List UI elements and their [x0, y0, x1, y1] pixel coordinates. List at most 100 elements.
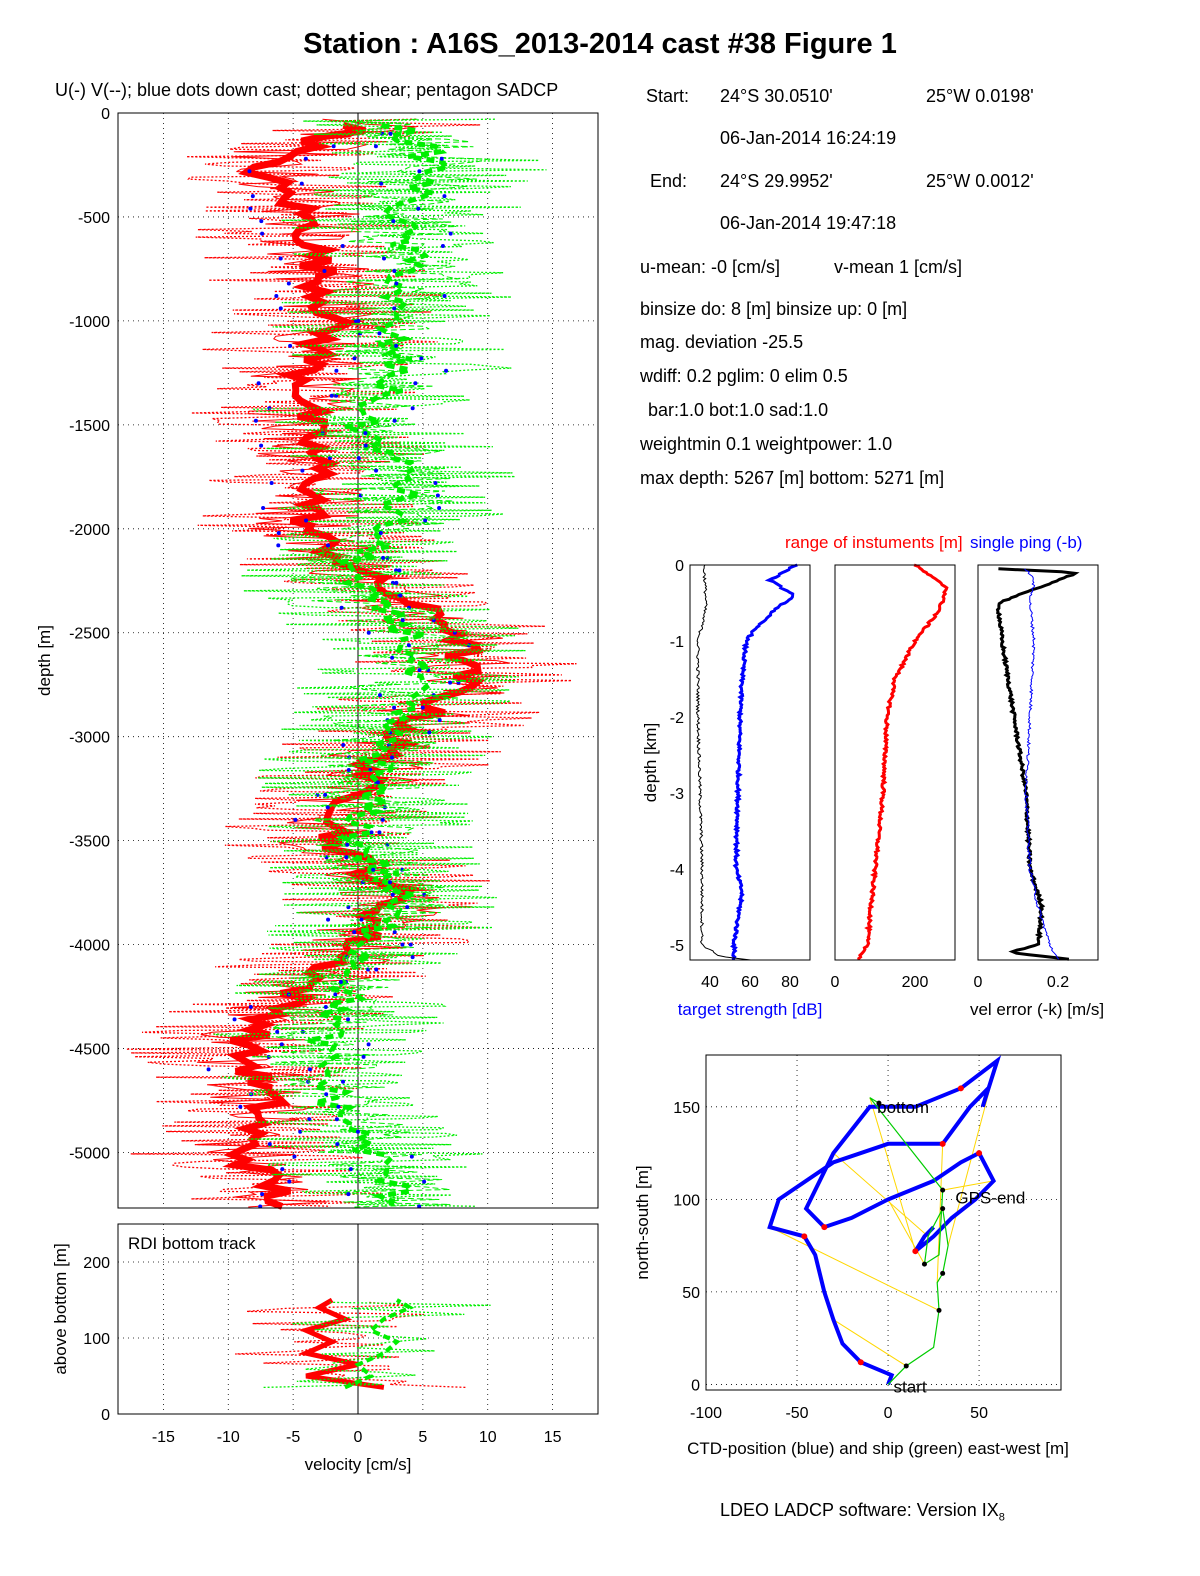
bar-weights: bar:1.0 bot:1.0 sad:1.0	[648, 400, 829, 420]
profile-ytick-label: -3000	[69, 730, 110, 747]
profile-downcast-dot	[267, 406, 272, 411]
profile-downcast-dot	[413, 381, 418, 386]
track-annotation-bottom: bottom	[877, 1098, 929, 1117]
profile-ytick-label: 0	[101, 106, 110, 123]
bottom-track-xtick-label: 15	[544, 1429, 562, 1446]
profile-downcast-dot	[256, 381, 261, 386]
profile-downcast-dot	[339, 605, 344, 610]
diag-xlabel-vel-error: vel error (-k) [m/s]	[970, 1000, 1104, 1019]
diag-title-single-ping: single ping (-b)	[970, 533, 1082, 552]
profile-downcast-dot	[259, 219, 264, 224]
profile-ytick-label: -1000	[69, 314, 110, 331]
profile-downcast-dot	[394, 343, 399, 348]
profile-downcast-dot	[427, 730, 432, 735]
bottom-track-xtick-label: 10	[479, 1429, 497, 1446]
track-ship-marker	[940, 1270, 946, 1276]
track-xtick-label: 0	[884, 1405, 893, 1422]
profile-downcast-dot	[444, 368, 449, 373]
bottom-track-axes	[117, 1223, 599, 1415]
diag-xlabel-target-strength: target strength [dB]	[678, 1000, 823, 1019]
profile-downcast-dot	[373, 144, 378, 149]
profile-ytick-label: -3500	[69, 834, 110, 851]
track-annotation-gps-end: GPS-end	[955, 1189, 1025, 1208]
profile-downcast-dot	[389, 755, 394, 760]
track-ctd-marker	[939, 1140, 946, 1147]
profile-downcast-dot	[410, 406, 415, 411]
diag-ytick-label: -2	[670, 710, 684, 727]
diag-title-range: range of instuments [m]	[785, 533, 963, 552]
profile-downcast-dot	[391, 219, 396, 224]
track-ylabel: north-south [m]	[633, 1165, 652, 1279]
profile-downcast-dot	[329, 393, 334, 398]
profile-downcast-dot	[346, 767, 351, 772]
profile-downcast-dot	[433, 481, 438, 486]
profile-downcast-dot	[345, 842, 350, 847]
profile-downcast-dot	[392, 306, 397, 311]
end-lon: 25°W 0.0012'	[926, 171, 1034, 191]
figure-subtitle: U(-) V(--); blue dots down cast; dotted …	[55, 80, 559, 100]
track-connector	[869, 1097, 916, 1252]
profile-ytick-label: -1500	[69, 418, 110, 435]
profile-downcast-dot	[326, 917, 331, 922]
bottom-track-V-shear	[263, 1301, 491, 1389]
profile-downcast-dot	[381, 256, 386, 261]
profile-downcast-dot	[356, 456, 361, 461]
diag-ytick-label: -4	[670, 862, 684, 879]
profile-downcast-dot	[398, 593, 403, 598]
profile-downcast-dot	[269, 481, 274, 486]
velocity-error-xtick-label: 0	[974, 974, 983, 991]
track-ctd-marker	[801, 1233, 808, 1240]
profile-downcast-dot	[378, 530, 383, 535]
target-strength-xtick-label: 60	[741, 974, 759, 991]
profile-axes	[117, 112, 599, 1209]
profile-downcast-dot	[397, 568, 402, 573]
diag-ytick-label: -5	[670, 938, 684, 955]
bottom-track-V-line	[344, 1298, 415, 1390]
profile-downcast-dot	[325, 805, 330, 810]
profile-downcast-dot	[363, 431, 368, 436]
profile-downcast-dot	[355, 1129, 360, 1134]
profile-downcast-dot	[375, 780, 380, 785]
profile-downcast-dot	[322, 269, 327, 274]
track-ytick-label: 50	[682, 1285, 700, 1302]
profile-downcast-dot	[276, 530, 281, 535]
start-lon: 25°W 0.0198'	[926, 86, 1034, 106]
bottom-track-ytick-label: 0	[101, 1407, 110, 1424]
track-connector	[942, 1180, 994, 1191]
end-time: 06-Jan-2014 19:47:18	[720, 213, 897, 233]
profile-ytick-label: -4000	[69, 938, 110, 955]
profile-downcast-dot	[206, 1067, 211, 1072]
track-ship-marker	[903, 1363, 909, 1369]
start-label: Start:	[646, 86, 690, 106]
range-xtick-label: 200	[902, 974, 929, 991]
profile-ytick-label: -4500	[69, 1042, 110, 1059]
diag-ytick-label: 0	[675, 558, 684, 575]
bottom-track-xlabel: velocity [cm/s]	[305, 1455, 412, 1474]
diag-ytick-label: -1	[670, 634, 684, 651]
depth-summary: max depth: 5267 [m] bottom: 5271 [m]	[640, 468, 945, 488]
target-strength-series-1	[695, 564, 751, 961]
profile-downcast-dot	[247, 169, 252, 174]
bottom-track-xtick-label: -5	[286, 1429, 300, 1446]
end-label: End:	[650, 171, 688, 191]
profile-V-shear	[213, 118, 547, 1207]
profile-downcast-dot	[388, 131, 393, 136]
track-connector	[887, 1199, 925, 1265]
footer-software-text: LDEO LADCP software: Version IX	[720, 1500, 999, 1520]
profile-downcast-dot	[422, 1179, 427, 1184]
profile-downcast-dot	[344, 855, 349, 860]
diag-ylabel: depth [km]	[641, 723, 660, 802]
profile-downcast-dot	[409, 1154, 414, 1159]
profile-downcast-dot	[417, 169, 422, 174]
profile-ytick-label: -5000	[69, 1145, 110, 1162]
profile-downcast-dot	[423, 518, 428, 523]
profile-downcast-dot	[359, 917, 364, 922]
profile-V-line	[307, 123, 453, 1208]
track-axes	[705, 1054, 1062, 1391]
profile-downcast-dot	[334, 368, 339, 373]
profile-downcast-dot	[366, 630, 371, 635]
bottom-track-xtick-label: -10	[217, 1429, 240, 1446]
profile-ylabel: depth [m]	[35, 625, 54, 696]
start-time: 06-Jan-2014 16:24:19	[720, 128, 897, 148]
